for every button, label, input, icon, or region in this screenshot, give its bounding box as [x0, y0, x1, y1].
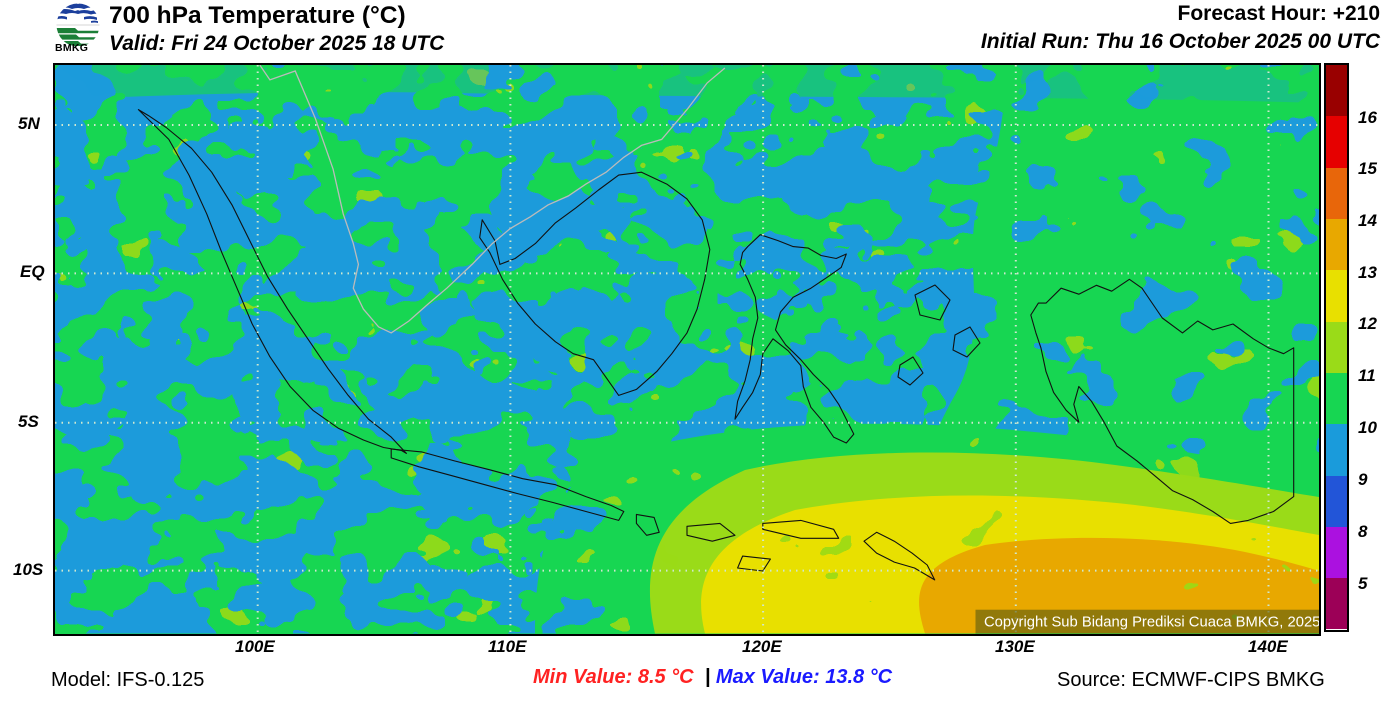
svg-text:Copyright Sub Bidang Prediksi: Copyright Sub Bidang Prediksi Cuaca BMKG… [984, 615, 1319, 631]
